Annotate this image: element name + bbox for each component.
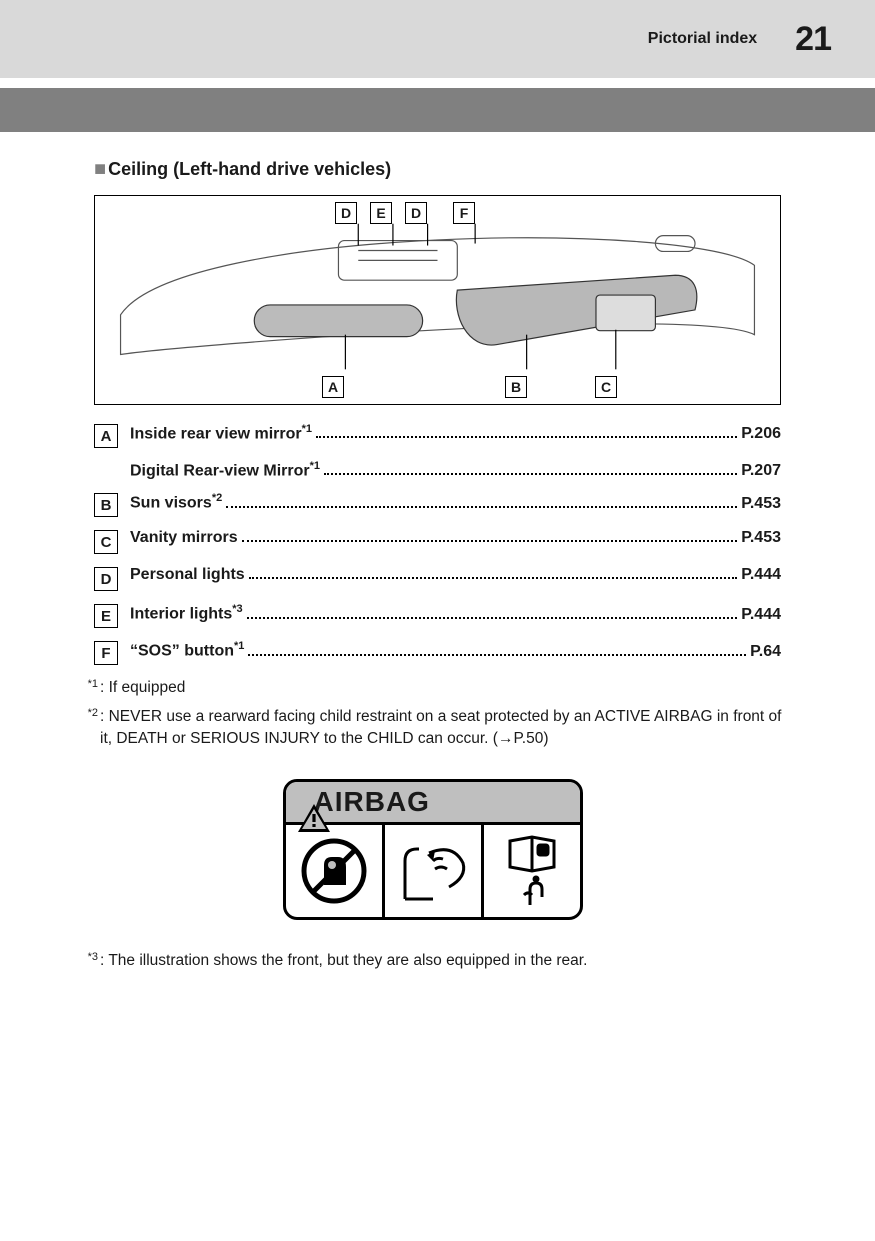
- ceiling-lineart: [95, 196, 780, 404]
- index-label: Inside rear view mirror*1: [130, 423, 312, 443]
- index-label: Interior lights*3: [130, 603, 243, 623]
- diagram-callout-F: F: [453, 202, 475, 224]
- leader-dots: [324, 473, 737, 475]
- section-heading: ■ Ceiling (Left-hand drive vehicles): [94, 158, 787, 181]
- diagram-callout-D: D: [335, 202, 357, 224]
- index-entry: Sun visors*2 P.453: [130, 492, 781, 512]
- index-row: F “SOS” button*1 P.64: [94, 640, 781, 665]
- index-letter-box: F: [94, 641, 118, 665]
- index-entry: “SOS” button*1 P.64: [130, 640, 781, 660]
- square-bullet-icon: ■: [94, 158, 106, 181]
- diagram-callout-A: A: [322, 376, 344, 398]
- index-row: D Personal lights P.444: [94, 566, 781, 591]
- index-entry: Digital Rear-view Mirror*1 P.207: [130, 460, 781, 480]
- airbag-read-manual-icon: [481, 825, 580, 917]
- index-page: P.444: [741, 606, 781, 624]
- index-page: P.453: [741, 495, 781, 513]
- airbag-no-child-seat-icon: [286, 825, 382, 917]
- index-page: P.207: [741, 462, 781, 480]
- index-row: Digital Rear-view Mirror*1 P.207: [94, 460, 781, 480]
- page-number: 21: [795, 20, 831, 59]
- leader-dots: [249, 577, 738, 579]
- diagram-callout-C: C: [595, 376, 617, 398]
- footnote-mark: *1: [78, 677, 98, 699]
- index-label: Sun visors*2: [130, 492, 222, 512]
- diagram-callout-E: E: [370, 202, 392, 224]
- index-letter-box: A: [94, 424, 118, 448]
- leader-dots: [247, 617, 738, 619]
- airbag-warning-wrap: AIRBAG: [78, 779, 787, 920]
- index-label: Digital Rear-view Mirror*1: [130, 460, 320, 480]
- leader-dots: [248, 654, 746, 656]
- index-letter-box: D: [94, 567, 118, 591]
- index-entry: Vanity mirrors P.453: [130, 529, 781, 547]
- index-row: A Inside rear view mirror*1 P.206: [94, 423, 781, 448]
- ceiling-diagram: D E D F A B C: [94, 195, 781, 405]
- index-label: “SOS” button*1: [130, 640, 244, 660]
- page-content: ■ Ceiling (Left-hand drive vehicles): [0, 132, 875, 1018]
- leader-dots: [226, 506, 737, 508]
- index-list: A Inside rear view mirror*1 P.206 Digital …: [94, 423, 781, 665]
- index-sup: *2: [212, 492, 222, 504]
- index-sup: *1: [302, 423, 312, 435]
- footnote-3: *3 : The illustration shows the front, b…: [78, 950, 787, 972]
- section-heading-text: Ceiling (Left-hand drive vehicles): [108, 159, 391, 180]
- index-letter-box: C: [94, 530, 118, 554]
- leader-dots: [316, 436, 737, 438]
- header-title: Pictorial index: [648, 30, 757, 48]
- index-row: C Vanity mirrors P.453: [94, 529, 781, 554]
- index-page: P.64: [750, 643, 781, 661]
- index-page: P.453: [741, 529, 781, 547]
- airbag-pictograms: [286, 825, 580, 917]
- index-page: P.444: [741, 566, 781, 584]
- index-letter-box: E: [94, 604, 118, 628]
- footnote-mark: *2: [78, 706, 98, 751]
- diagram-callout-D2: D: [405, 202, 427, 224]
- index-entry: Interior lights*3 P.444: [130, 603, 781, 623]
- index-letter-box: B: [94, 493, 118, 517]
- grey-section-bar: [0, 88, 875, 132]
- airbag-header: AIRBAG: [286, 782, 580, 825]
- index-sup: *3: [232, 603, 242, 615]
- footnote-2: *2 : NEVER use a rearward facing child r…: [78, 706, 787, 751]
- diagram-callout-B: B: [505, 376, 527, 398]
- index-entry: Inside rear view mirror*1 P.206: [130, 423, 781, 443]
- footnotes: *1 : If equipped *2 : NEVER use a rearwa…: [78, 677, 787, 972]
- footnote-1: *1 : If equipped: [78, 677, 787, 699]
- index-row: E Interior lights*3 P.444: [94, 603, 781, 628]
- index-page: P.206: [741, 425, 781, 443]
- index-label: Personal lights: [130, 566, 245, 584]
- index-label: Vanity mirrors: [130, 529, 238, 547]
- page-header: Pictorial index 21: [0, 0, 875, 78]
- index-sup: *1: [310, 460, 320, 472]
- footnote-mark: *3: [78, 950, 98, 972]
- airbag-deploy-seat-icon: [382, 825, 481, 917]
- leader-dots: [242, 540, 738, 542]
- index-entry: Personal lights P.444: [130, 566, 781, 584]
- index-row: B Sun visors*2 P.453: [94, 492, 781, 517]
- footnote-text: : NEVER use a rearward facing child rest…: [100, 706, 787, 751]
- footnote-text: : The illustration shows the front, but …: [100, 950, 787, 972]
- footnote-text: : If equipped: [100, 677, 787, 699]
- index-sup: *1: [234, 640, 244, 652]
- airbag-warning-label: AIRBAG: [283, 779, 583, 920]
